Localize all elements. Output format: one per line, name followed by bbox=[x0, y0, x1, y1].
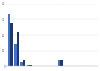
Bar bbox=[14, 44, 16, 66]
Bar bbox=[20, 62, 23, 66]
Bar bbox=[60, 60, 63, 66]
Bar bbox=[10, 23, 13, 66]
Bar bbox=[27, 65, 29, 66]
Bar bbox=[58, 60, 60, 66]
Bar bbox=[16, 32, 19, 66]
Bar bbox=[8, 14, 10, 66]
Bar bbox=[29, 65, 32, 66]
Bar bbox=[23, 60, 25, 66]
